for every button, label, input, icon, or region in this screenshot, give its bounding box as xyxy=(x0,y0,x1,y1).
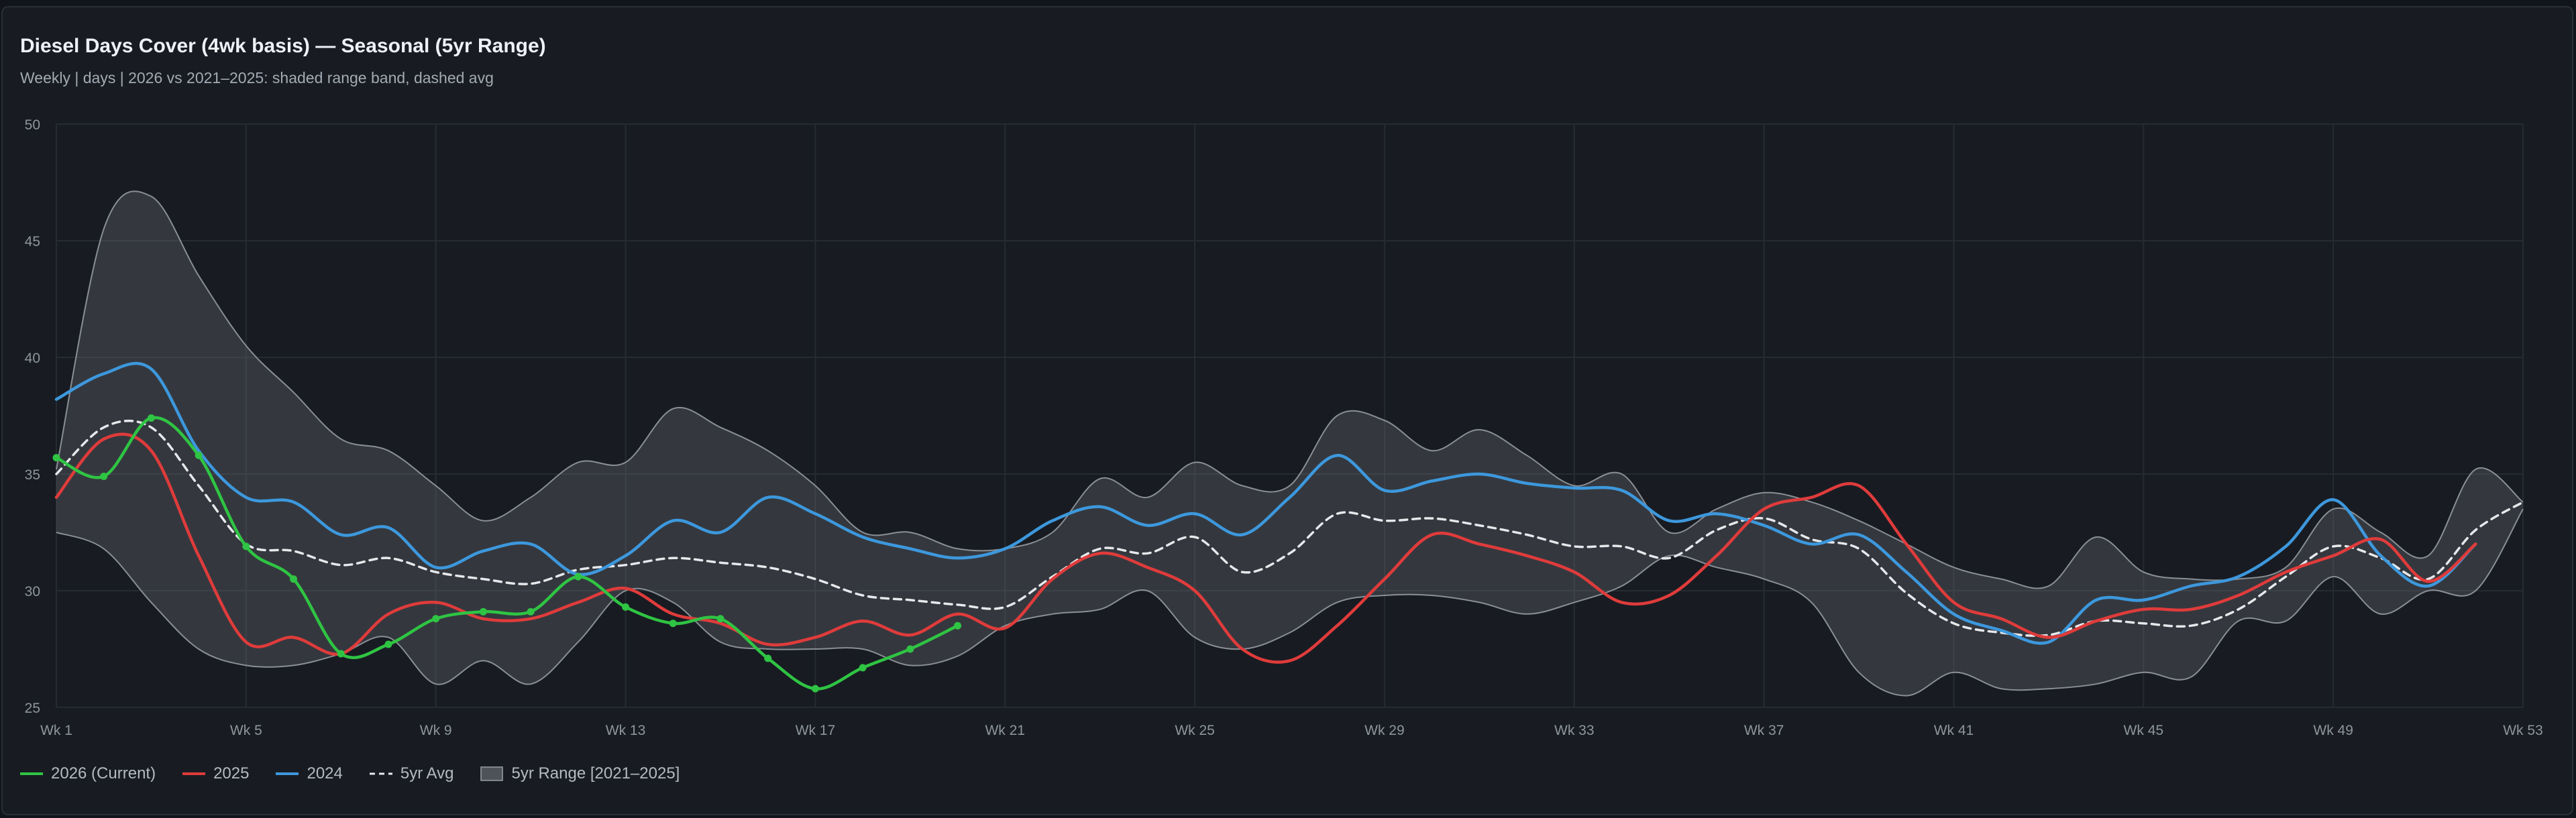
y-tick-label: 30 xyxy=(25,584,40,599)
x-tick-label: Wk 29 xyxy=(1364,723,1405,738)
legend-item-5yr-range[interactable]: 5yr Range [2021–2025] xyxy=(480,764,680,783)
legend-item-2026[interactable]: 2026 (Current) xyxy=(20,764,156,783)
data-point-2026-current[interactable] xyxy=(954,622,962,630)
x-tick-label: Wk 25 xyxy=(1175,723,1215,738)
y-tick-label: 45 xyxy=(25,234,40,249)
data-point-2026-current[interactable] xyxy=(669,620,677,628)
data-point-2026-current[interactable] xyxy=(479,607,487,616)
data-point-2026-current[interactable] xyxy=(337,650,345,658)
y-axis-ticks: 25 30 35 40 45 50 xyxy=(25,117,40,716)
legend-swatch-2026 xyxy=(20,772,43,775)
legend-item-5yr-avg[interactable]: 5yr Avg xyxy=(369,764,454,783)
x-tick-label: Wk 21 xyxy=(985,723,1025,738)
legend-swatch-2024 xyxy=(276,772,299,775)
x-tick-label: Wk 37 xyxy=(1744,723,1784,738)
data-point-2026-current[interactable] xyxy=(622,603,630,611)
legend-label-2026: 2026 (Current) xyxy=(51,764,156,782)
y-tick-label: 35 xyxy=(25,467,40,483)
data-point-2026-current[interactable] xyxy=(432,615,440,623)
data-point-2026-current[interactable] xyxy=(52,454,60,462)
data-point-2026-current[interactable] xyxy=(716,615,724,623)
x-tick-label: Wk 49 xyxy=(2313,723,2353,738)
legend-swatch-5yr-avg xyxy=(369,772,392,775)
range-band-upper xyxy=(56,190,2524,589)
x-tick-label: Wk 9 xyxy=(420,723,452,738)
x-tick-label: Wk 53 xyxy=(2503,723,2543,738)
data-point-2026-current[interactable] xyxy=(147,414,155,422)
series-markers xyxy=(52,414,962,693)
data-point-2026-current[interactable] xyxy=(384,640,392,648)
x-tick-label: Wk 1 xyxy=(40,723,72,738)
data-point-2026-current[interactable] xyxy=(290,575,298,583)
data-point-2026-current[interactable] xyxy=(574,573,582,581)
legend-label-2025: 2025 xyxy=(213,764,250,782)
x-tick-label: Wk 17 xyxy=(796,723,836,738)
legend-label-5yr-avg: 5yr Avg xyxy=(400,764,454,782)
legend-label-2024: 2024 xyxy=(307,764,343,782)
series-line-2024[interactable] xyxy=(54,361,2477,645)
data-point-2026-current[interactable] xyxy=(195,451,203,459)
legend: 2026 (Current) 2025 2024 5yr Avg 5yr Ran… xyxy=(20,764,706,783)
legend-label-5yr-range: 5yr Range [2021–2025] xyxy=(511,764,680,782)
chart-subtitle: Weekly | days | 2026 vs 2021–2025: shade… xyxy=(20,69,494,86)
y-tick-label: 25 xyxy=(25,701,40,716)
data-point-2026-current[interactable] xyxy=(100,472,108,480)
data-point-2026-current[interactable] xyxy=(811,685,819,693)
legend-item-2025[interactable]: 2025 xyxy=(182,764,249,783)
data-point-2026-current[interactable] xyxy=(906,645,914,653)
x-tick-label: Wk 5 xyxy=(230,723,262,738)
x-tick-label: Wk 13 xyxy=(606,723,646,738)
legend-item-2024[interactable]: 2024 xyxy=(276,764,343,783)
range-band-lower xyxy=(56,508,2524,697)
x-axis-ticks: Wk 1 Wk 5 Wk 9 Wk 13 Wk 17 Wk 21 Wk 25 Wk 29 Wk … xyxy=(40,723,2543,738)
series-line-2025[interactable] xyxy=(54,432,2477,664)
legend-swatch-5yr-range xyxy=(480,766,504,781)
chart-title: Diesel Days Cover (4wk basis) — Seasonal… xyxy=(20,35,546,57)
legend-swatch-2025 xyxy=(182,772,206,775)
y-tick-label: 40 xyxy=(25,351,40,366)
x-tick-label: Wk 45 xyxy=(2124,723,2164,738)
data-point-2026-current[interactable] xyxy=(527,607,535,616)
grid xyxy=(56,123,2524,708)
data-point-2026-current[interactable] xyxy=(242,542,250,550)
x-tick-label: Wk 33 xyxy=(1554,723,1595,738)
range-band xyxy=(56,190,2524,697)
y-tick-label: 50 xyxy=(25,117,40,133)
data-point-2026-current[interactable] xyxy=(859,664,867,672)
x-tick-label: Wk 41 xyxy=(1934,723,1974,738)
series-line-5yr-avg[interactable] xyxy=(55,419,2524,637)
range-band-area xyxy=(56,191,2523,696)
data-point-2026-current[interactable] xyxy=(764,654,772,662)
